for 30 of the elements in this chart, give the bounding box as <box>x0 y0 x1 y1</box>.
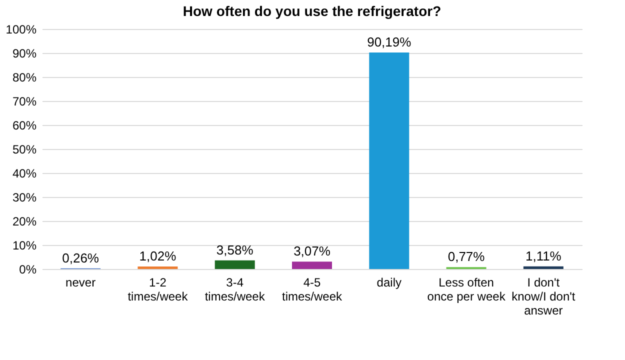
y-tick-label: 100% <box>6 22 37 36</box>
y-tick-label: 60% <box>12 118 37 132</box>
data-label: 1,02% <box>139 248 177 264</box>
data-label: 3,07% <box>294 244 331 259</box>
x-tick-label: Less often once per week <box>427 276 506 304</box>
bar <box>523 266 564 269</box>
y-tick-label: 80% <box>12 70 37 84</box>
x-tick-label: 3-4 times/week <box>204 276 266 304</box>
y-tick-label: 70% <box>12 94 37 108</box>
data-label: 1,11% <box>525 248 562 264</box>
x-tick-label: 4-5 times/week <box>282 276 343 304</box>
y-tick-label: 30% <box>12 190 37 204</box>
y-tick-label: 40% <box>12 166 37 180</box>
data-label: 3,58% <box>216 242 254 258</box>
data-label: 90,19% <box>367 34 412 50</box>
x-tick-label: never <box>66 276 96 290</box>
chart-title: How often do you use the refrigerator? <box>182 3 442 19</box>
bar <box>214 260 255 269</box>
y-tick-label: 50% <box>12 142 37 156</box>
bar <box>292 262 332 269</box>
x-tick-label: I don't know/I don't answer <box>512 276 576 318</box>
data-label: 0,77% <box>448 249 486 264</box>
data-label: 0,26% <box>62 250 100 266</box>
x-tick-label: 1-2 times/week <box>128 276 189 304</box>
y-tick-label: 90% <box>12 46 37 60</box>
bar <box>369 52 410 269</box>
y-tick-label: 0% <box>19 262 37 276</box>
y-tick-label: 20% <box>12 214 37 228</box>
x-tick-label: daily <box>376 276 402 290</box>
y-tick-label: 10% <box>12 238 37 252</box>
